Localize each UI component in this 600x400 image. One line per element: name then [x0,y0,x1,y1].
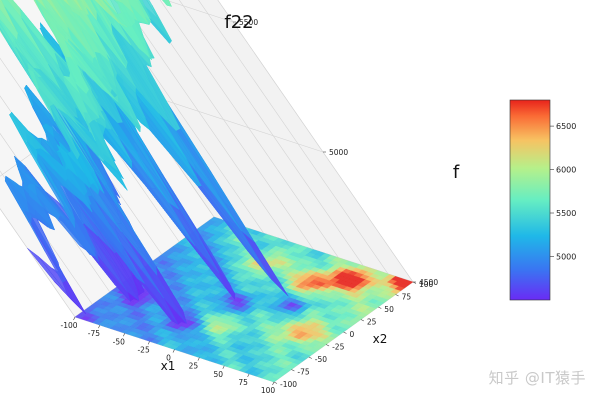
grid-line [159,0,339,258]
y-tick-label: 100 [419,280,434,289]
y-tick-label: -100 [280,380,297,389]
x-tick-label: 50 [214,370,224,379]
x-tick-label: -25 [137,345,149,354]
x-tick-mark [98,324,101,329]
surface-facet [94,0,106,11]
x-tick-label: 75 [238,378,248,387]
grid-line [164,0,234,23]
y-tick-mark [273,381,278,384]
grid-line [0,208,76,318]
surface-facet [97,0,120,24]
x-tick-label: 100 [261,386,276,395]
y-tick-mark [343,331,347,334]
x-tick-mark [272,381,275,386]
x-tick-mark [147,341,150,345]
watermark: 知乎 @IT猿手 [488,369,586,387]
colorbar: 5000 5500 6000 6500 [509,99,576,301]
x-tick-mark [197,357,200,361]
x-tick-label: -75 [88,329,100,338]
x-tick-mark [247,373,250,378]
z-tick-label: 5500 [239,18,258,27]
y-tick-mark [395,294,399,297]
x-tick-label: -100 [60,321,77,330]
colorbar-tick-label: 5500 [556,209,576,218]
y-tick-mark [360,319,365,322]
y-tick-label: 0 [350,330,355,339]
y-tick-mark [308,356,312,359]
x-axis-ticks: -100 -75 -50 -25 0 25 50 75 100 [60,316,276,395]
y-axis-label: x2 [373,332,388,346]
grid-line [140,0,314,250]
x-tick-label: 0 [166,354,171,363]
z-axis-label: f [453,162,460,183]
y-tick-label: -50 [315,355,327,364]
y-tick-label: -75 [297,368,309,377]
surface-facet [165,0,172,7]
x-tick-label: 25 [189,362,199,371]
grid-line [101,0,265,234]
y-tick-label: 75 [402,293,412,302]
x-tick-mark [222,365,225,369]
surface-facet [126,0,149,24]
y-tick-label: -25 [332,343,344,352]
grid-line [178,0,364,266]
x-tick-mark [73,316,76,321]
colorbar-tick-label: 6500 [556,122,576,131]
colorbar-ticks: 5000 5500 6000 6500 [550,122,576,262]
colorbar-tick-label: 5000 [556,253,576,262]
z-axis-ticks: 45005000550060006500 [233,18,438,287]
y-tick-label: 25 [367,318,377,327]
surface-facet [63,75,88,113]
grid-line [198,0,389,275]
x-tick-label: -50 [113,337,125,346]
colorbar-tick-label: 6000 [556,166,576,175]
surface-facet [137,0,144,4]
grid-line [121,0,289,242]
grid-line [217,0,414,283]
y-tick-mark [378,306,382,309]
colorbar-gradient [509,99,551,301]
y-tick-mark [325,344,330,347]
y-axis-ticks: -100-75 -50 -25 0 25 50 75 100 [273,280,434,389]
y-tick-mark [291,369,295,372]
z-tick-label: 5000 [329,148,348,157]
surface-mesh [0,0,289,325]
x-tick-mark [123,333,126,337]
x-axis-label: x1 [161,359,176,373]
z-tick-label: 4500 [419,278,438,287]
chart-title: f22 [224,12,253,33]
y-tick-label: 50 [384,305,394,314]
x-tick-mark [172,349,175,353]
